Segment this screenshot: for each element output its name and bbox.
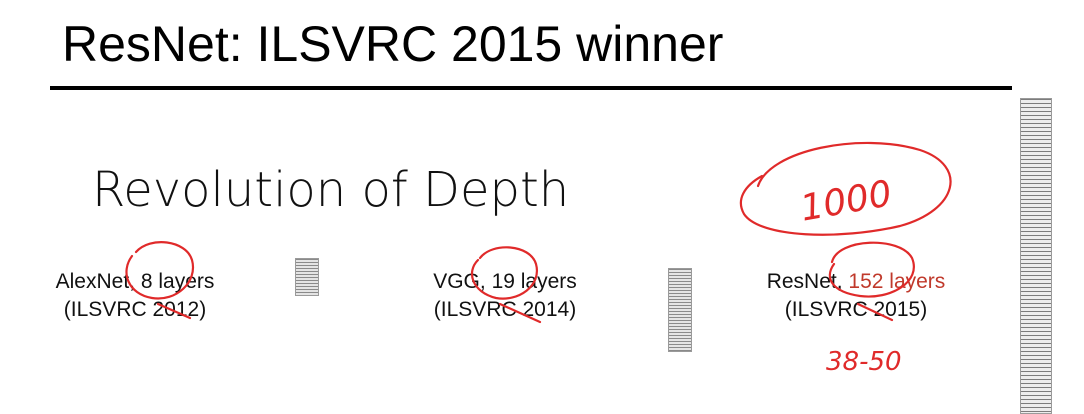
slide-title: ResNet: ILSVRC 2015 winner [62,16,724,72]
resnet-stack-icon [1020,98,1052,414]
vgg-label-line: VGG, 19 layers [410,268,600,296]
vgg-stack-icon [668,268,692,352]
alexnet-caption: AlexNet, 8 layers (ILSVRC 2012) [40,268,230,324]
resnet-year: (ILSVRC 2015) [784,298,928,321]
note-depths-text: 38-50 [826,347,902,377]
note-1000-ellipse [739,141,952,236]
resnet-layers: 152 layers [848,270,946,293]
resnet-caption: ResNet, 152 layers (ILSVRC 2015) [752,268,960,324]
note-1000-text: 1000 [797,173,894,229]
resnet-name: ResNet, [766,270,843,293]
vgg-name: VGG, [433,270,486,293]
title-divider [50,86,1012,90]
alexnet-label-line: AlexNet, 8 layers [40,268,230,296]
slide-subtitle: Revolution of Depth [92,162,570,218]
alexnet-stack-icon [295,258,319,296]
vgg-caption: VGG, 19 layers (ILSVRC 2014) [410,268,600,324]
vgg-layers: 19 layers [491,270,577,293]
resnet-label-line: ResNet, 152 layers [752,268,960,296]
alexnet-layers: 8 layers [140,270,215,293]
alexnet-name: AlexNet, [55,270,135,293]
vgg-year: (ILSVRC 2014) [433,298,577,321]
alexnet-year: (ILSVRC 2012) [63,298,207,321]
